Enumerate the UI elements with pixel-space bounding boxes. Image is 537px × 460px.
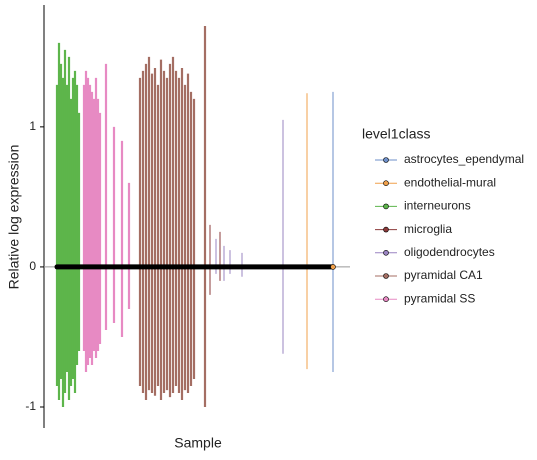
legend-label: interneurons	[404, 199, 471, 213]
legend-key-dot	[383, 226, 389, 233]
legend-key-dot	[383, 296, 389, 303]
legend-key-dot	[383, 157, 389, 163]
x-axis-label: Sample	[174, 435, 222, 451]
legend-key-dot	[383, 273, 389, 279]
legend-title: level1class	[362, 126, 430, 142]
y-tick-label: 0	[29, 259, 36, 273]
legend-key-dot	[383, 203, 389, 210]
y-axis-label: Relative log expression	[6, 145, 22, 290]
legend-label: pyramidal SS	[404, 291, 475, 305]
legend-label: endothelial-mural	[404, 175, 496, 189]
legend-key-dot	[383, 180, 389, 186]
legend-label: astrocytes_ependymal	[404, 152, 524, 166]
legend-key-dot	[383, 250, 389, 256]
legend-label: oligodendrocytes	[404, 245, 495, 259]
y-tick-label: -1	[25, 399, 36, 413]
legend-label: microglia	[404, 222, 452, 236]
legend-label: pyramidal CA1	[404, 268, 483, 282]
median-end	[330, 264, 336, 270]
y-tick-label: 1	[29, 119, 36, 133]
